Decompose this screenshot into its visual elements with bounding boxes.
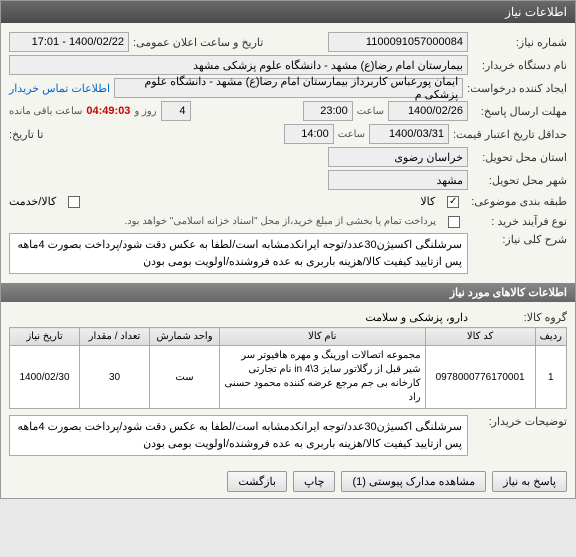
button-bar: پاسخ به نیاز مشاهده مدارک پیوستی (1) چاپ…	[1, 465, 575, 498]
buyer-notes-label: توضیحات خریدار:	[472, 415, 567, 428]
validity-label: حداقل تاریخ اعتبار قیمت:	[453, 128, 567, 141]
row-buyer: نام دستگاه خریدار: بیمارستان امام رضا(ع)…	[9, 55, 567, 75]
process-checkbox[interactable]	[448, 216, 460, 228]
to-date-label: تا تاریخ:	[9, 128, 43, 141]
city-label: شهر محل تحویل:	[472, 174, 567, 187]
time-remaining: 04:49:03	[86, 105, 130, 117]
province-value: خراسان رضوی	[328, 147, 468, 167]
goods-area: گروه کالا: دارو، پزشکی و سلامت ردیف کد ک…	[1, 302, 575, 465]
category-label: طبقه بندی موضوعی:	[471, 195, 567, 208]
row-desc: شرح کلی نیاز: سرشلنگی اکسیژن30عدد/توجه ا…	[9, 233, 567, 274]
goods-cb-label: کالا	[420, 195, 435, 208]
window-title: اطلاعات نیاز	[505, 5, 567, 19]
buyer-value: بیمارستان امام رضا(ع) مشهد - دانشگاه علو…	[9, 55, 468, 75]
goods-checkbox[interactable]	[447, 196, 459, 208]
th-date: تاریخ نیاز	[10, 328, 80, 346]
goods-service-checkbox[interactable]	[68, 196, 80, 208]
row-province: استان محل تحویل: خراسان رضوی	[9, 147, 567, 167]
announce-label: تاریخ و ساعت اعلان عمومی:	[133, 36, 263, 49]
time-label-2: ساعت	[338, 129, 365, 140]
process-note: پرداخت تمام یا بخشی از مبلغ خرید،از محل …	[124, 216, 436, 227]
group-value: دارو، پزشکی و سلامت	[365, 311, 468, 324]
td-code: 0978000776170001	[425, 346, 535, 409]
goods-service-cb-label: کالا/خدمت	[9, 195, 56, 208]
row-group: گروه کالا: دارو، پزشکی و سلامت	[9, 311, 567, 324]
process-label: نوع فرآیند خرید :	[472, 215, 567, 228]
td-unit: ست	[150, 346, 220, 409]
th-idx: ردیف	[535, 328, 566, 346]
row-need-number: شماره نیاز: 1100091057000084 تاریخ و ساع…	[9, 32, 567, 52]
remaining-label: ساعت باقی مانده	[9, 106, 82, 117]
province-label: استان محل تحویل:	[472, 151, 567, 164]
th-code: کد کالا	[425, 328, 535, 346]
desc-label: شرح کلی نیاز:	[472, 233, 567, 246]
deadline-label: مهلت ارسال پاسخ:	[472, 105, 567, 118]
validity-time: 14:00	[284, 124, 334, 144]
td-date: 1400/02/30	[10, 346, 80, 409]
row-creator: ایجاد کننده درخواست: ایمان پورعباس کاربر…	[9, 78, 567, 98]
desc-value: سرشلنگی اکسیژن30عدد/توجه ایرانکدمشابه اس…	[9, 233, 468, 274]
need-number-label: شماره نیاز:	[472, 36, 567, 49]
th-unit: واحد شمارش	[150, 328, 220, 346]
creator-value: ایمان پورعباس کاربرداز بیمارستان امام رض…	[114, 78, 463, 98]
attachments-button[interactable]: مشاهده مدارک پیوستی (1)	[341, 471, 486, 492]
buyer-notes-value: سرشلنگی اکسیژن30عدد/توجه ایرانکدمشابه اس…	[9, 415, 468, 456]
days-label: روز و	[134, 106, 156, 117]
td-idx: 1	[535, 346, 566, 409]
time-label-1: ساعت	[357, 106, 384, 117]
contact-link[interactable]: اطلاعات تماس خریدار	[9, 82, 110, 95]
need-number-value: 1100091057000084	[328, 32, 468, 52]
row-buyer-notes: توضیحات خریدار: سرشلنگی اکسیژن30عدد/توجه…	[9, 415, 567, 456]
td-qty: 30	[80, 346, 150, 409]
creator-label: ایجاد کننده درخواست:	[467, 82, 567, 95]
th-qty: تعداد / مقدار	[80, 328, 150, 346]
window-titlebar: اطلاعات نیاز	[1, 1, 575, 23]
table-row[interactable]: 1 0978000776170001 مجموعه اتصالات اورینگ…	[10, 346, 567, 409]
back-button[interactable]: بازگشت	[227, 471, 287, 492]
validity-date: 1400/03/31	[369, 124, 449, 144]
print-button[interactable]: چاپ	[293, 471, 336, 492]
announce-value: 1400/02/22 - 17:01	[9, 32, 129, 52]
days-remaining: 4	[161, 101, 191, 121]
deadline-date: 1400/02/26	[388, 101, 468, 121]
deadline-time: 23:00	[303, 101, 353, 121]
goods-section-header: اطلاعات کالاهای مورد نیاز	[1, 283, 575, 302]
row-validity: حداقل تاریخ اعتبار قیمت: 1400/03/31 ساعت…	[9, 124, 567, 144]
goods-table: ردیف کد کالا نام کالا واحد شمارش تعداد /…	[9, 327, 567, 409]
row-deadline: مهلت ارسال پاسخ: 1400/02/26 ساعت 23:00 4…	[9, 101, 567, 121]
group-label: گروه کالا:	[472, 311, 567, 324]
th-name: نام کالا	[220, 328, 426, 346]
buyer-label: نام دستگاه خریدار:	[472, 59, 567, 72]
row-process: نوع فرآیند خرید : پرداخت تمام یا بخشی از…	[9, 213, 567, 230]
form-area: شماره نیاز: 1100091057000084 تاریخ و ساع…	[1, 23, 575, 283]
td-name: مجموعه اتصالات اورینگ و مهره هافیوتر سر …	[220, 346, 426, 409]
main-window: اطلاعات نیاز شماره نیاز: 110009105700008…	[0, 0, 576, 499]
row-city: شهر محل تحویل: مشهد	[9, 170, 567, 190]
row-category: طبقه بندی موضوعی: کالا کالا/خدمت	[9, 193, 567, 210]
respond-button[interactable]: پاسخ به نیاز	[492, 471, 567, 492]
city-value: مشهد	[328, 170, 468, 190]
